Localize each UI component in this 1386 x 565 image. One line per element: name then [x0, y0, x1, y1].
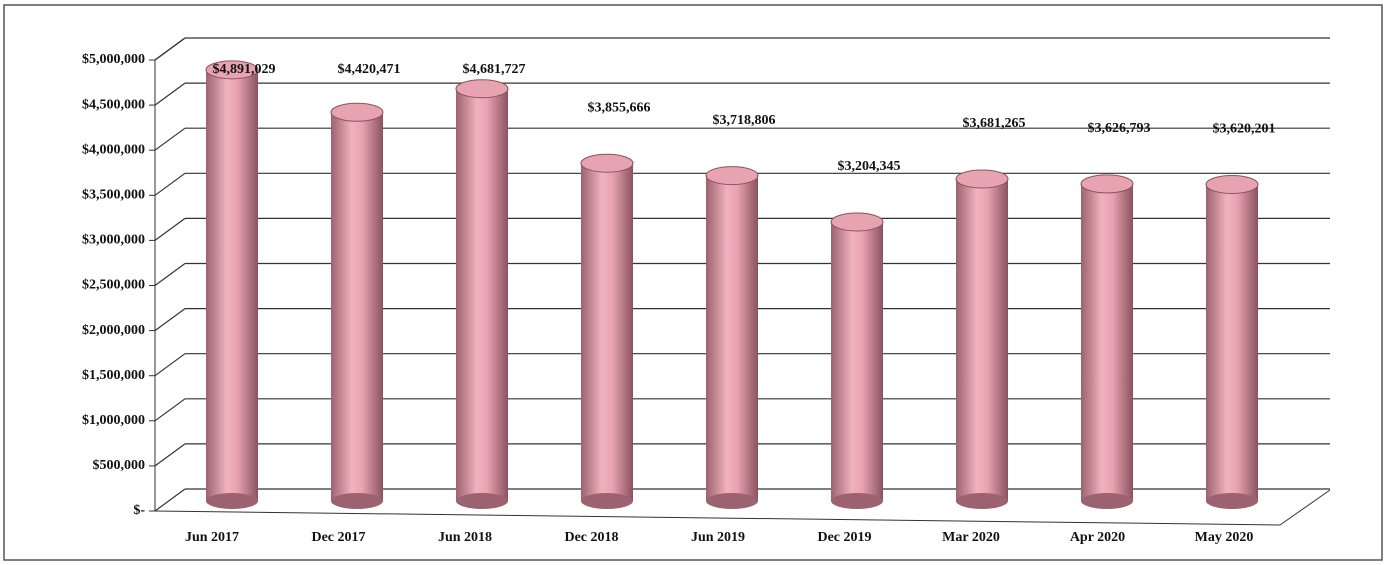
bar-base	[456, 493, 508, 509]
bar	[1206, 184, 1258, 501]
floor-front	[154, 510, 1281, 526]
x-tick-label: Jun 2019	[691, 530, 745, 545]
grid-depth	[154, 217, 186, 241]
grid-depth	[154, 398, 186, 422]
y-tick-label: $4,500,000	[82, 97, 145, 112]
x-tick-label: Jun 2017	[185, 530, 239, 545]
y-tick-label: $500,000	[93, 458, 146, 473]
x-tick-label: Dec 2018	[564, 530, 618, 545]
bar-base	[581, 493, 633, 509]
grid-depth	[154, 37, 186, 61]
data-label: $3,681,265	[963, 116, 1026, 131]
bar	[331, 112, 383, 502]
y-tick-label: $2,500,000	[82, 278, 145, 293]
bar-top	[705, 166, 759, 186]
grid-depth	[154, 172, 186, 196]
grid-depth	[154, 488, 186, 512]
y-tick-label: $3,500,000	[82, 188, 145, 203]
bar-top	[830, 212, 884, 232]
bar-base	[1081, 493, 1133, 509]
chart-frame	[3, 4, 1383, 561]
x-tick-label: Dec 2017	[311, 530, 365, 545]
grid-depth	[154, 263, 186, 286]
data-label: $3,855,666	[588, 100, 651, 115]
bar	[706, 175, 758, 501]
bar-top	[1205, 174, 1259, 194]
data-label: $3,718,806	[713, 113, 776, 128]
y-tick-label: $1,500,000	[82, 368, 145, 383]
floor-side	[1279, 489, 1331, 526]
grid-depth	[154, 127, 186, 151]
grid-depth	[154, 82, 186, 106]
y-tick-label: $3,000,000	[82, 233, 145, 248]
y-tick-label: $-	[133, 503, 145, 518]
grid-depth	[154, 353, 186, 377]
bar-base	[206, 493, 258, 509]
y-tick-label: $5,000,000	[82, 52, 145, 67]
data-label: $4,891,029	[213, 62, 276, 77]
bar-base	[331, 493, 383, 509]
bar-top	[955, 169, 1009, 189]
x-tick-label: Apr 2020	[1070, 530, 1125, 545]
bar	[956, 178, 1008, 501]
bar	[456, 88, 508, 501]
bar-top	[330, 102, 384, 122]
data-label: $4,681,727	[463, 62, 526, 77]
y-tick-label: $2,000,000	[82, 323, 145, 338]
bar-top	[580, 153, 634, 173]
data-label: $4,420,471	[338, 62, 401, 77]
data-label: $3,204,345	[838, 159, 901, 174]
x-tick-label: Jun 2018	[438, 530, 492, 545]
x-tick-label: May 2020	[1195, 530, 1254, 545]
bar	[206, 69, 258, 501]
bar-base	[706, 493, 758, 509]
bar	[1081, 183, 1133, 501]
x-tick-label: Mar 2020	[942, 530, 1000, 545]
bar-top	[205, 60, 259, 80]
bar-top	[1080, 174, 1134, 194]
bar-base	[956, 493, 1008, 509]
bar	[831, 221, 883, 501]
x-tick-label: Dec 2019	[817, 530, 871, 545]
grid-depth	[154, 308, 186, 332]
bar-base	[1206, 493, 1258, 509]
bar-base	[831, 493, 883, 509]
bar-top	[455, 79, 509, 99]
y-tick-label: $1,000,000	[82, 413, 145, 428]
bar	[581, 163, 633, 501]
grid-depth	[154, 443, 186, 467]
data-label: $3,620,201	[1213, 122, 1276, 137]
data-label: $3,626,793	[1088, 121, 1151, 136]
y-tick-label: $4,000,000	[82, 142, 145, 157]
